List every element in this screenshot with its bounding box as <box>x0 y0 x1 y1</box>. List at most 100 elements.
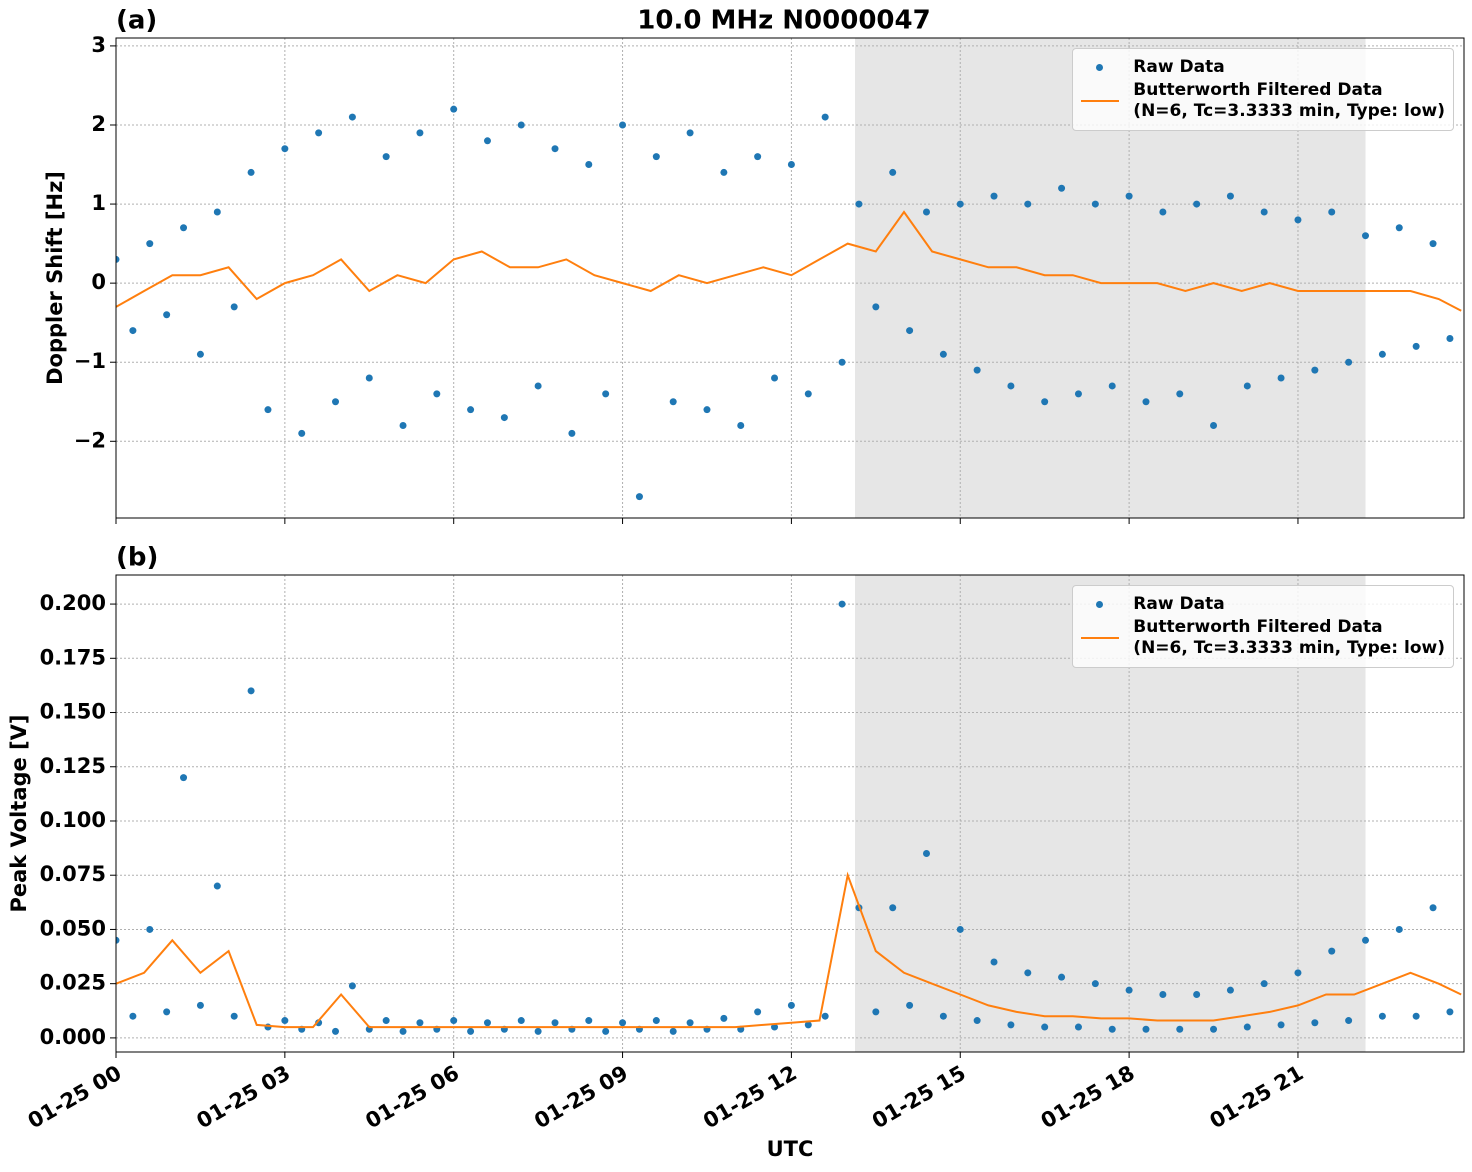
y-tick-label: 1 <box>91 191 106 215</box>
raw-point <box>737 421 745 429</box>
y-tick-label: 0.125 <box>40 754 106 778</box>
raw-point <box>517 1017 525 1025</box>
raw-point <box>804 390 812 398</box>
raw-point <box>1024 200 1032 208</box>
raw-point <box>467 406 475 414</box>
raw-point <box>602 390 610 398</box>
y-tick-label: 0 <box>91 270 106 294</box>
raw-point <box>1260 208 1268 216</box>
raw-point <box>1125 192 1133 200</box>
raw-point <box>163 311 171 319</box>
raw-point <box>129 327 137 335</box>
raw-point <box>348 982 356 990</box>
raw-point <box>534 1027 542 1035</box>
raw-point <box>1176 390 1184 398</box>
filtered-line <box>116 871 1462 1029</box>
raw-point <box>821 1012 829 1020</box>
raw-point <box>1378 350 1386 358</box>
raw-point <box>213 208 221 216</box>
raw-point <box>1294 216 1302 224</box>
raw-point <box>1108 1025 1116 1033</box>
raw-point <box>821 113 829 121</box>
raw-point <box>483 137 491 145</box>
raw-point <box>754 153 762 161</box>
raw-point <box>534 382 542 390</box>
raw-point <box>382 1017 390 1025</box>
raw-point <box>1345 358 1353 366</box>
y-tick-label: 0.100 <box>40 808 106 832</box>
raw-point <box>906 1001 914 1009</box>
raw-point <box>1226 986 1234 994</box>
raw-point <box>720 1014 728 1022</box>
raw-point <box>889 904 897 912</box>
raw-point <box>1412 342 1420 350</box>
raw-point <box>348 113 356 121</box>
raw-point <box>1074 390 1082 398</box>
raw-point <box>129 1012 137 1020</box>
raw-point <box>146 240 154 248</box>
raw-point <box>247 168 255 176</box>
raw-point <box>551 145 559 153</box>
raw-point <box>838 600 846 608</box>
raw-point <box>906 327 914 335</box>
raw-point <box>1328 208 1336 216</box>
raw-point <box>1446 334 1454 342</box>
y-tick-label: 0.075 <box>40 862 106 886</box>
raw-point <box>281 145 289 153</box>
filtered-line <box>116 210 1462 312</box>
raw-point <box>669 1027 677 1035</box>
raw-point <box>230 1012 238 1020</box>
raw-point <box>939 1012 947 1020</box>
raw-point <box>1041 398 1049 406</box>
raw-point <box>1277 374 1285 382</box>
raw-point <box>1362 232 1370 240</box>
raw-point <box>855 200 863 208</box>
raw-point <box>771 374 779 382</box>
legend-label: Butterworth Filtered Data (N=6, Tc=3.333… <box>1133 80 1445 121</box>
raw-point <box>332 398 340 406</box>
raw-point <box>1007 1021 1015 1029</box>
raw-point <box>416 129 424 137</box>
raw-point <box>602 1027 610 1035</box>
raw-point <box>686 129 694 137</box>
raw-point <box>754 1008 762 1016</box>
raw-point <box>956 925 964 933</box>
y-tick-label: 0.025 <box>40 971 106 995</box>
x-tick-label: 01-25 00 <box>24 1061 126 1134</box>
raw-point <box>585 161 593 169</box>
legend-symbol <box>1081 58 1119 78</box>
raw-point <box>1058 973 1066 981</box>
legend-symbol <box>1081 628 1120 648</box>
raw-point <box>1091 200 1099 208</box>
panel-label: (a) <box>116 6 157 36</box>
raw-point <box>1142 398 1150 406</box>
raw-point <box>196 350 204 358</box>
raw-point <box>1024 969 1032 977</box>
raw-point <box>720 168 728 176</box>
raw-point <box>1210 421 1218 429</box>
raw-point <box>889 168 897 176</box>
raw-point <box>180 224 188 232</box>
raw-point <box>399 421 407 429</box>
raw-point <box>1345 1017 1353 1025</box>
raw-point <box>771 1023 779 1031</box>
raw-point <box>116 255 120 263</box>
raw-point <box>1328 947 1336 955</box>
raw-point <box>1142 1025 1150 1033</box>
raw-point <box>500 414 508 422</box>
raw-point <box>956 200 964 208</box>
raw-point <box>315 1019 323 1027</box>
raw-point <box>1395 224 1403 232</box>
raw-point <box>1243 382 1251 390</box>
legend-entry: Raw Data <box>1081 594 1445 615</box>
raw-point <box>1193 200 1201 208</box>
raw-point <box>787 1001 795 1009</box>
y-tick-label: −1 <box>74 349 106 373</box>
raw-point <box>196 1001 204 1009</box>
raw-point <box>1007 382 1015 390</box>
y-tick-label: 0.175 <box>40 645 106 669</box>
raw-point <box>281 1017 289 1025</box>
raw-point <box>230 303 238 311</box>
raw-point <box>399 1027 407 1035</box>
raw-point <box>1395 925 1403 933</box>
